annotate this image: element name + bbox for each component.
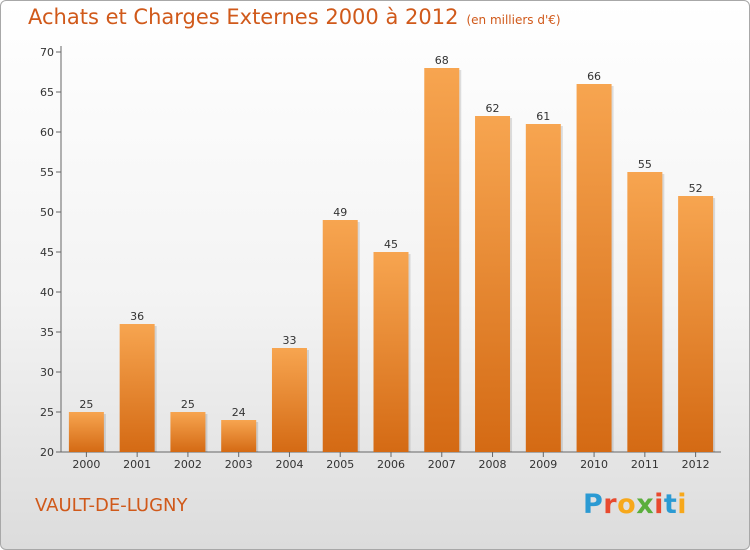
bar bbox=[221, 420, 257, 452]
x-tick-label: 2003 bbox=[225, 458, 253, 471]
logo-letter: r bbox=[603, 489, 618, 520]
y-tick-label: 40 bbox=[40, 286, 54, 299]
y-tick-label: 65 bbox=[40, 86, 54, 99]
bar bbox=[424, 68, 460, 452]
bar-value-label: 62 bbox=[486, 102, 500, 115]
bar bbox=[373, 252, 409, 452]
x-tick-label: 2009 bbox=[529, 458, 557, 471]
y-tick-label: 70 bbox=[40, 46, 54, 59]
bar-value-label: 24 bbox=[232, 406, 246, 419]
x-tick-label: 2000 bbox=[72, 458, 100, 471]
bar-value-label: 55 bbox=[638, 158, 652, 171]
bar bbox=[576, 84, 612, 452]
bar-value-label: 66 bbox=[587, 70, 601, 83]
x-tick-label: 2008 bbox=[479, 458, 507, 471]
bar bbox=[170, 412, 206, 452]
x-tick-label: 2002 bbox=[174, 458, 202, 471]
y-tick-label: 20 bbox=[40, 446, 54, 459]
y-tick-label: 60 bbox=[40, 126, 54, 139]
chart-title-unit: (en milliers d'€) bbox=[466, 13, 561, 27]
bar bbox=[271, 348, 307, 452]
bar bbox=[119, 324, 155, 452]
proxiti-logo: Proxiti bbox=[583, 489, 687, 520]
chart-title: Achats et Charges Externes 2000 à 2012 (e… bbox=[28, 5, 561, 29]
bar-value-label: 52 bbox=[689, 182, 703, 195]
y-tick-label: 25 bbox=[40, 406, 54, 419]
bar-value-label: 61 bbox=[536, 110, 550, 123]
bar-value-label: 33 bbox=[282, 334, 296, 347]
bar bbox=[678, 196, 714, 452]
logo-letter: t bbox=[663, 489, 678, 520]
x-tick-label: 2007 bbox=[428, 458, 456, 471]
x-tick-label: 2004 bbox=[275, 458, 303, 471]
x-tick-label: 2006 bbox=[377, 458, 405, 471]
x-tick-label: 2001 bbox=[123, 458, 151, 471]
chart-title-main: Achats et Charges Externes 2000 à 2012 bbox=[28, 5, 459, 29]
bar-value-label: 49 bbox=[333, 206, 347, 219]
logo-letter: i bbox=[677, 489, 688, 520]
logo-letter: x bbox=[636, 489, 655, 520]
bar bbox=[627, 172, 663, 452]
bar-value-label: 36 bbox=[130, 310, 144, 323]
bar-value-label: 68 bbox=[435, 54, 449, 67]
commune-name: VAULT-DE-LUGNY bbox=[35, 495, 188, 516]
y-tick-label: 50 bbox=[40, 206, 54, 219]
bar-value-label: 25 bbox=[79, 398, 93, 411]
y-tick-label: 45 bbox=[40, 246, 54, 259]
bar bbox=[68, 412, 104, 452]
bar bbox=[475, 116, 511, 452]
bar-value-label: 25 bbox=[181, 398, 195, 411]
y-tick-label: 30 bbox=[40, 366, 54, 379]
x-tick-label: 2011 bbox=[631, 458, 659, 471]
x-tick-label: 2005 bbox=[326, 458, 354, 471]
y-tick-label: 55 bbox=[40, 166, 54, 179]
logo-letter: i bbox=[654, 489, 664, 520]
logo-letter: o bbox=[617, 489, 637, 520]
bar-value-label: 45 bbox=[384, 238, 398, 251]
x-tick-label: 2012 bbox=[682, 458, 710, 471]
logo-letter: P bbox=[583, 489, 604, 520]
bar bbox=[525, 124, 561, 452]
x-tick-label: 2010 bbox=[580, 458, 608, 471]
bar bbox=[322, 220, 358, 452]
y-tick-label: 35 bbox=[40, 326, 54, 339]
